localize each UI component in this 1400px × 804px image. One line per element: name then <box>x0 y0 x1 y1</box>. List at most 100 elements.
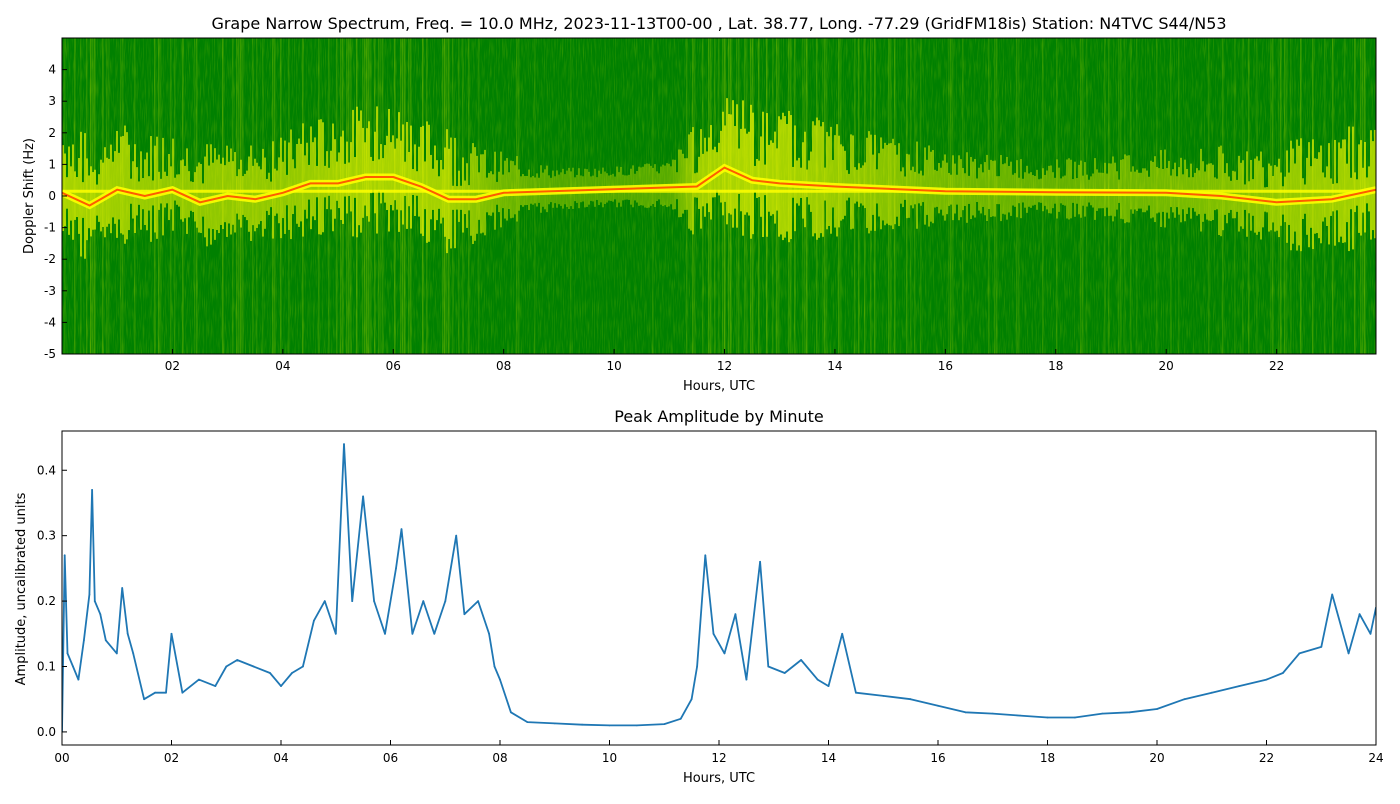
amplitude-x-ticks: 00 02 04 06 08 10 12 14 16 18 20 22 24 <box>54 740 1384 765</box>
amplitude-point <box>154 691 157 694</box>
amplitude-plot-area <box>62 431 1376 745</box>
amplitude-point <box>636 724 638 727</box>
amplitude-point <box>433 632 436 635</box>
amplitude-x-tick-label: 12 <box>711 751 726 765</box>
amplitude-point <box>510 711 512 714</box>
amplitude-point <box>759 560 761 563</box>
amplitude-point <box>553 722 556 725</box>
amplitude-point <box>373 600 375 602</box>
amplitude-point <box>1347 652 1350 655</box>
spectrogram-x-tick-label: 22 <box>1269 359 1284 373</box>
amplitude-point <box>783 672 786 674</box>
amplitude-point <box>1369 632 1372 635</box>
spectrogram-x-tick-label: 16 <box>938 359 953 373</box>
spectrogram-y-tick-label: -5 <box>44 347 56 361</box>
amplitude-point <box>343 443 345 445</box>
amplitude-x-tick-label: 22 <box>1259 751 1274 765</box>
amplitude-point <box>1238 685 1240 687</box>
amplitude-x-tick-label: 14 <box>821 751 836 765</box>
amplitude-point <box>488 632 490 635</box>
amplitude-point <box>384 632 386 635</box>
amplitude-point <box>477 600 479 602</box>
spectrogram-y-tick-label: -4 <box>44 315 56 329</box>
amplitude-point <box>236 659 239 661</box>
amplitude-point <box>1265 678 1268 681</box>
spectrogram-x-ticks: 02 04 06 08 10 12 14 16 18 20 22 <box>165 349 1284 373</box>
spectrogram-x-tick-label: 04 <box>275 359 290 373</box>
amplitude-point <box>767 665 770 668</box>
amplitude-point <box>411 632 414 635</box>
amplitude-point <box>252 665 255 668</box>
amplitude-x-tick-label: 04 <box>273 751 288 765</box>
amplitude-point <box>827 685 830 687</box>
spectrogram-x-tick-label: 18 <box>1048 359 1063 373</box>
amplitude-point <box>1298 652 1301 655</box>
amplitude-point <box>165 691 167 694</box>
amplitude-point <box>1331 593 1334 596</box>
amplitude-point <box>63 554 66 557</box>
amplitude-x-tick-label: 02 <box>164 751 179 765</box>
amplitude-point <box>115 652 118 655</box>
amplitude-point <box>422 600 425 602</box>
amplitude-point <box>493 665 496 668</box>
amplitude-point <box>66 652 69 655</box>
spectrogram-x-tick-label: 08 <box>496 359 511 373</box>
amplitude-y-tick-label: 0.2 <box>37 594 56 608</box>
amplitude-point <box>269 672 271 674</box>
amplitude-point <box>1046 716 1049 719</box>
spectrogram-y-tick-label: 4 <box>48 63 56 77</box>
amplitude-point <box>1074 716 1076 719</box>
spectrogram-y-ticks: -5 -4 -3 -2 -1 0 1 2 3 4 <box>44 63 67 361</box>
spectrogram-y-tick-label: 1 <box>48 157 56 171</box>
amplitude-point <box>104 639 107 642</box>
amplitude-point <box>1358 613 1361 616</box>
amplitude-point <box>291 672 293 674</box>
amplitude-point <box>395 567 397 570</box>
spectrogram-x-tick-label: 14 <box>827 359 842 373</box>
amplitude-point <box>1320 646 1323 648</box>
spectrogram-y-tick-label: 0 <box>48 189 56 203</box>
amplitude-point <box>909 698 912 701</box>
amplitude-point <box>882 695 885 697</box>
amplitude-x-tick-label: 10 <box>602 751 617 765</box>
spectrogram-x-tick-label: 12 <box>717 359 732 373</box>
amplitude-point <box>88 593 91 596</box>
amplitude-y-label: Amplitude, uncalibrated units <box>14 492 29 685</box>
amplitude-x-tick-label: 08 <box>492 751 507 765</box>
amplitude-point <box>463 613 466 616</box>
amplitude-point <box>302 665 304 668</box>
amplitude-series <box>62 443 1376 733</box>
amplitude-point <box>690 698 693 701</box>
spectrogram-y-tick-label: -2 <box>44 252 56 266</box>
amplitude-point <box>937 704 939 707</box>
amplitude-point <box>816 678 819 681</box>
amplitude-point <box>1210 691 1213 694</box>
spectrogram-y-tick-label: 3 <box>48 94 56 108</box>
amplitude-point <box>663 723 666 725</box>
amplitude-point <box>72 665 74 668</box>
amplitude-y-tick-label: 0.3 <box>37 529 56 543</box>
amplitude-x-tick-label: 18 <box>1040 751 1055 765</box>
amplitude-point <box>198 678 200 681</box>
amplitude-y-tick-label: 0.1 <box>37 660 56 674</box>
amplitude-y-tick-label: 0.0 <box>37 725 56 739</box>
amplitude-point <box>1156 708 1158 710</box>
spectrogram-y-tick-label: 2 <box>48 126 56 140</box>
amplitude-title: Peak Amplitude by Minute <box>614 407 824 426</box>
amplitude-point <box>991 712 994 715</box>
spectrogram-x-tick-label: 20 <box>1159 359 1174 373</box>
amplitude-point <box>83 639 85 642</box>
amplitude-point <box>455 534 458 537</box>
amplitude-panel: Peak Amplitude by Minute 00 02 04 06 08 10 12 1… <box>14 407 1384 786</box>
spectrogram-x-tick-label: 10 <box>606 359 621 373</box>
doppler-trace <box>62 166 1376 207</box>
amplitude-point <box>225 665 228 668</box>
amplitude-point <box>964 711 967 714</box>
amplitude-point <box>1282 672 1284 674</box>
amplitude-point <box>362 495 364 498</box>
amplitude-point <box>704 554 707 557</box>
amplitude-point <box>1101 712 1104 715</box>
